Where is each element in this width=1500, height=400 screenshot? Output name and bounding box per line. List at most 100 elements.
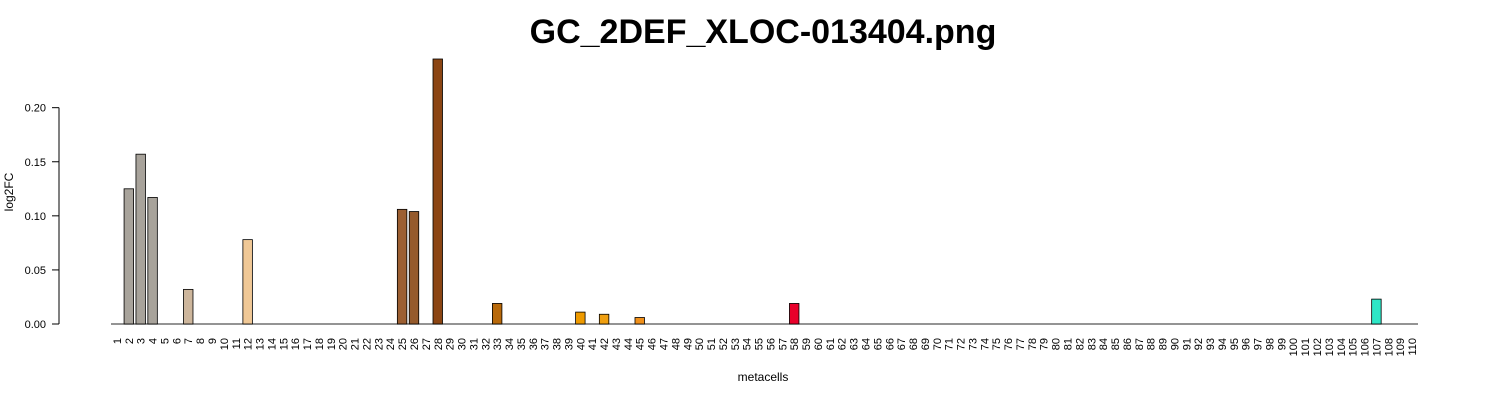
x-tick-label-78: 78 [1027, 338, 1039, 350]
x-tick-label-43: 43 [611, 338, 623, 350]
x-tick-label-61: 61 [825, 338, 837, 350]
x-tick-label-95: 95 [1229, 338, 1241, 350]
x-tick-label-34: 34 [504, 338, 516, 350]
bar-25 [396, 208, 408, 325]
x-tick-label-47: 47 [659, 338, 671, 350]
x-tick-label-32: 32 [480, 338, 492, 350]
x-tick-label-26: 26 [409, 338, 421, 350]
x-tick-label-37: 37 [540, 338, 552, 350]
x-tick-label-101: 101 [1300, 338, 1312, 356]
x-tick-label-9: 9 [207, 338, 219, 344]
y-tick-label: 0.10 [25, 211, 46, 223]
x-tick-label-62: 62 [837, 338, 849, 350]
x-tick-label-74: 74 [979, 338, 991, 350]
x-tick-label-85: 85 [1110, 338, 1122, 350]
bar-28 [432, 58, 443, 325]
x-tick-label-39: 39 [563, 338, 575, 350]
x-tick-label-79: 79 [1039, 338, 1051, 350]
x-tick-label-97: 97 [1253, 338, 1265, 350]
chart-title: GC_2DEF_XLOC-013404.png [530, 13, 997, 51]
x-tick-label-72: 72 [956, 338, 968, 350]
x-tick-label-94: 94 [1217, 338, 1229, 350]
x-tick-label-25: 25 [397, 338, 409, 350]
x-tick-label-10: 10 [219, 338, 231, 350]
x-tick-label-6: 6 [171, 338, 183, 344]
x-tick-label-16: 16 [290, 338, 302, 350]
x-tick-label-5: 5 [159, 338, 171, 344]
x-tick-label-13: 13 [255, 338, 267, 350]
x-tick-label-105: 105 [1348, 338, 1360, 356]
x-tick-label-20: 20 [338, 338, 350, 350]
x-tick-label-76: 76 [1003, 338, 1015, 350]
x-tick-label-106: 106 [1360, 338, 1372, 356]
x-tick-label-23: 23 [373, 338, 385, 350]
x-tick-label-44: 44 [623, 338, 635, 350]
x-tick-label-87: 87 [1134, 338, 1146, 350]
x-tick-label-45: 45 [635, 338, 647, 350]
x-tick-label-77: 77 [1015, 338, 1027, 350]
x-tick-label-29: 29 [445, 338, 457, 350]
x-tick-label-96: 96 [1241, 338, 1253, 350]
x-tick-label-55: 55 [754, 338, 766, 350]
bar-4 [147, 197, 158, 325]
x-tick-label-80: 80 [1051, 338, 1063, 350]
x-tick-label-27: 27 [421, 338, 433, 350]
x-tick-label-67: 67 [896, 338, 908, 350]
x-tick-label-22: 22 [361, 338, 373, 350]
x-tick-label-63: 63 [849, 338, 861, 350]
x-tick-label-110: 110 [1407, 338, 1419, 356]
x-tick-label-83: 83 [1086, 338, 1098, 350]
x-tick-label-53: 53 [730, 338, 742, 350]
x-tick-label-52: 52 [718, 338, 730, 350]
x-tick-label-89: 89 [1158, 338, 1170, 350]
bar-2 [123, 188, 134, 325]
x-tick-label-99: 99 [1276, 338, 1288, 350]
y-tick-label: 0.05 [25, 265, 46, 277]
y-tick-label: 0.20 [25, 103, 46, 115]
x-axis-labels: 1 2 3 4 5 6 7 8 9 10 11 12 13 14 15 16 17 18 19 20 21 22 23 24 2… [112, 338, 1419, 356]
x-tick-label-11: 11 [231, 338, 243, 349]
x-tick-label-33: 33 [492, 338, 504, 350]
x-tick-label-49: 49 [682, 338, 694, 350]
x-tick-label-18: 18 [314, 338, 326, 350]
y-axis: 0.00 0.05 0.10 0.15 0.20 [25, 103, 60, 331]
x-tick-label-75: 75 [991, 338, 1003, 350]
x-tick-label-21: 21 [350, 338, 362, 350]
x-tick-label-4: 4 [148, 338, 160, 344]
x-tick-label-98: 98 [1264, 338, 1276, 350]
bars [111, 58, 1418, 325]
x-tick-label-82: 82 [1074, 338, 1086, 350]
x-tick-label-36: 36 [528, 338, 540, 350]
x-tick-label-68: 68 [908, 338, 920, 350]
x-tick-label-104: 104 [1336, 338, 1348, 356]
x-tick-label-107: 107 [1371, 338, 1383, 356]
x-tick-label-91: 91 [1181, 338, 1193, 350]
x-axis-label: metacells [738, 370, 789, 384]
x-tick-label-60: 60 [813, 338, 825, 350]
x-tick-label-56: 56 [765, 338, 777, 350]
x-tick-label-24: 24 [385, 338, 397, 350]
x-tick-label-3: 3 [136, 338, 148, 344]
bar-42 [598, 313, 610, 325]
bar-26 [408, 211, 420, 325]
x-tick-label-100: 100 [1288, 338, 1300, 356]
x-tick-label-64: 64 [860, 338, 872, 350]
x-tick-label-2: 2 [124, 338, 136, 344]
x-tick-label-86: 86 [1122, 338, 1134, 350]
bar-33 [492, 303, 503, 325]
x-tick-label-7: 7 [183, 338, 195, 344]
x-tick-label-88: 88 [1146, 338, 1158, 350]
x-tick-label-54: 54 [742, 338, 754, 350]
x-tick-label-84: 84 [1098, 338, 1110, 350]
x-tick-label-58: 58 [789, 338, 801, 350]
x-tick-label-102: 102 [1312, 338, 1324, 356]
y-axis-label: log2FC [2, 172, 16, 211]
x-tick-label-19: 19 [326, 338, 338, 350]
x-tick-label-90: 90 [1169, 338, 1181, 350]
x-tick-label-65: 65 [872, 338, 884, 350]
x-tick-label-70: 70 [932, 338, 944, 350]
x-tick-label-40: 40 [575, 338, 587, 350]
x-tick-label-81: 81 [1062, 338, 1074, 350]
x-tick-label-103: 103 [1324, 338, 1336, 356]
x-tick-label-93: 93 [1205, 338, 1217, 350]
